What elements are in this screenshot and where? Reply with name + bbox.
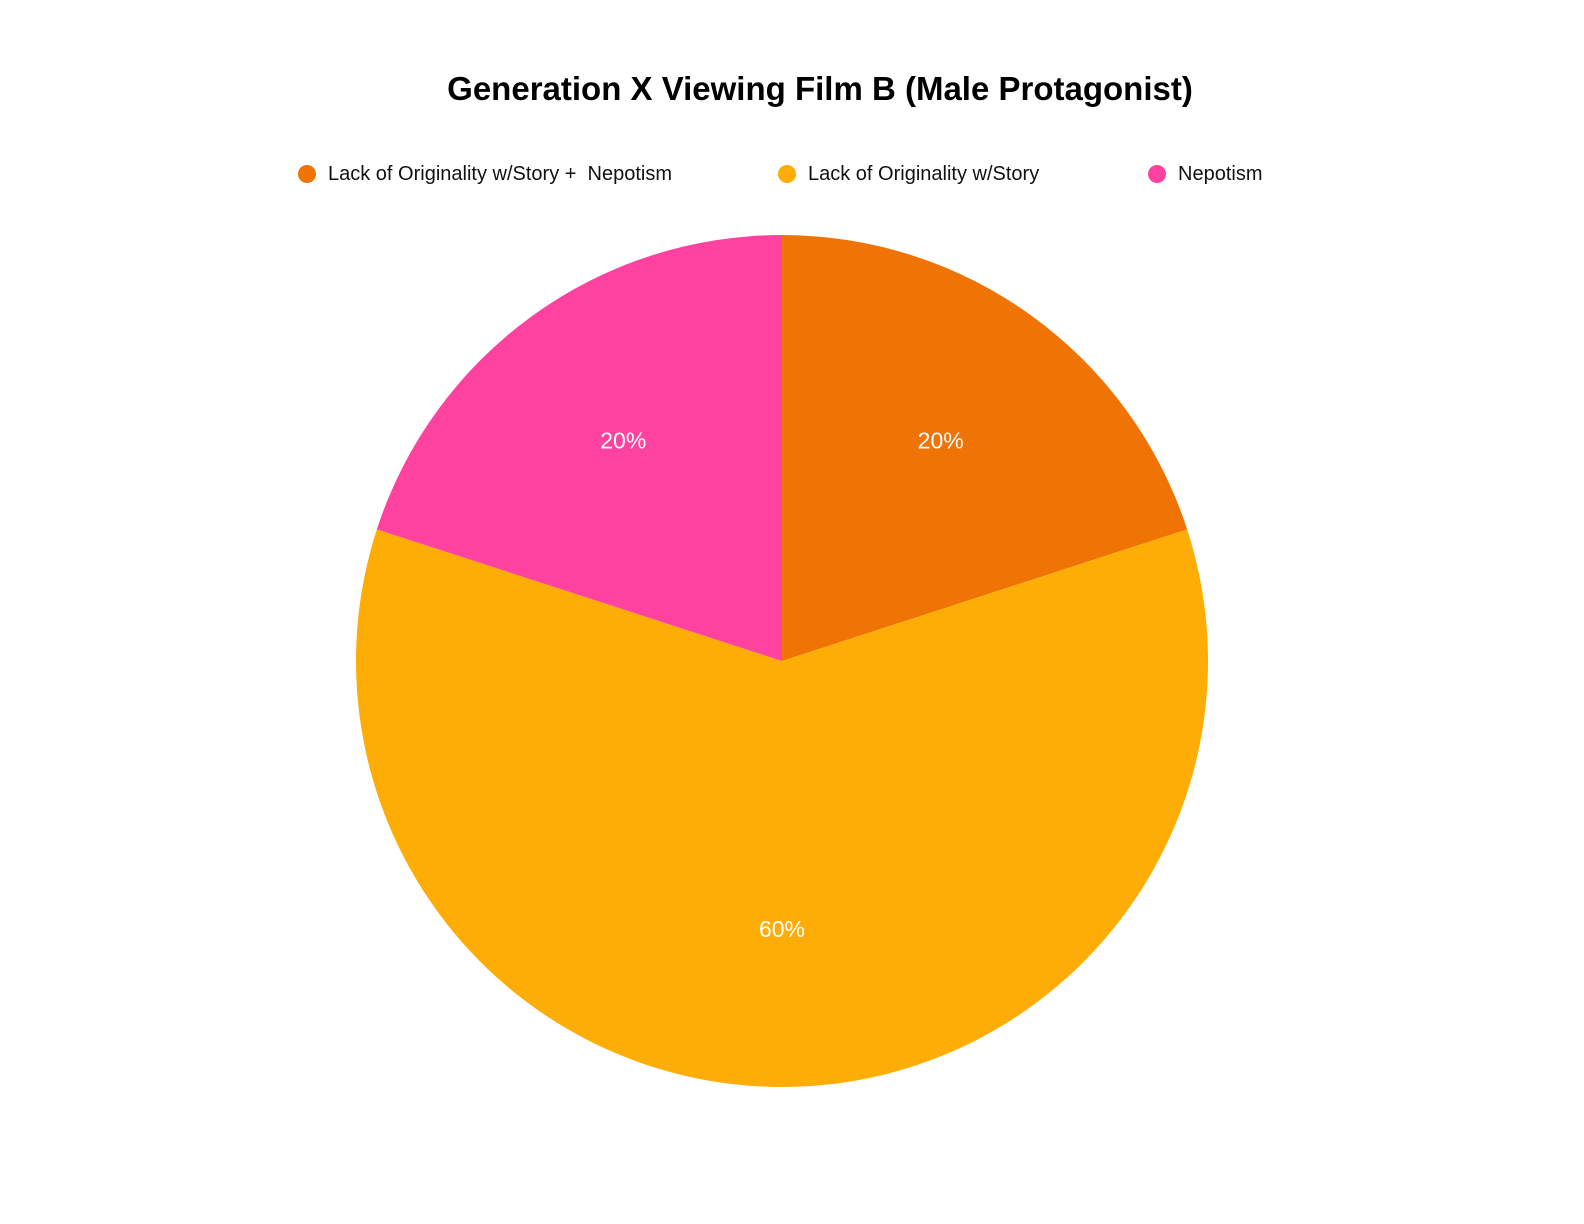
legend-label-1: Lack of Originality w/Story [808, 162, 1040, 185]
pie-slice-0 [782, 235, 1188, 661]
slice-label-0: 20% [918, 428, 964, 454]
legend-item-0: Lack of Originality w/Story + Nepotism [298, 160, 672, 188]
pie-slice-1 [355, 529, 1208, 1088]
chart-title: Generation X Viewing Film B (Male Protag… [447, 70, 1193, 107]
pie-slice-2 [376, 234, 782, 661]
legend-item-2: Nepotism [1148, 160, 1262, 188]
legend-swatch-0 [298, 165, 316, 183]
legend-swatch-1 [778, 165, 796, 183]
legend-label-2: Nepotism [1178, 162, 1263, 185]
legend-swatch-2 [1148, 165, 1166, 183]
legend-item-1: Lack of Originality w/Story [778, 160, 1039, 188]
slice-label-2: 20% [600, 428, 646, 454]
legend-label-0: Lack of Originality w/Story + Nepotism [328, 162, 673, 185]
slice-label-1: 60% [759, 916, 805, 942]
